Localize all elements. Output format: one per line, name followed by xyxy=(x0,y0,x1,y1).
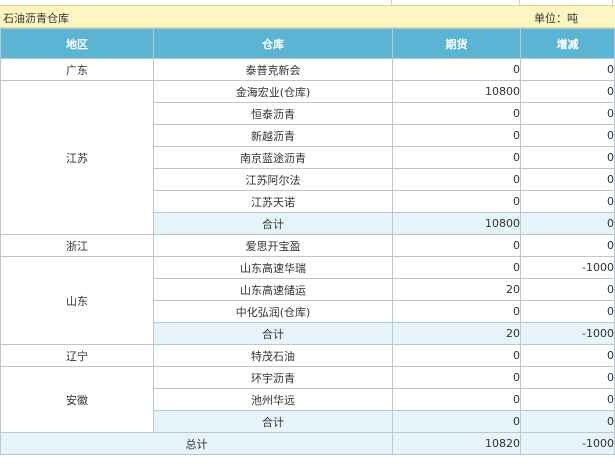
warehouse-cell: 山东高速华瑞 xyxy=(153,256,393,279)
warehouse-cell: 江苏天诺 xyxy=(153,190,393,213)
table-row: 山东 山东高速华瑞 0 -1000 xyxy=(0,256,615,345)
futures-cell: 0 xyxy=(392,256,521,279)
subtotal-label: 合计 xyxy=(153,410,393,433)
change-cell: 0 xyxy=(520,278,615,301)
table-row: 山东高速储运 20 0 xyxy=(1,278,615,301)
warehouse-cell: 山东高速储运 xyxy=(153,278,393,301)
table-row: 辽宁 特茂石油 0 0 xyxy=(0,344,615,367)
subtotal-change: 0 xyxy=(520,410,615,433)
subtotal-label: 合计 xyxy=(153,322,393,345)
change-cell: 0 xyxy=(520,300,615,323)
futures-cell: 0 xyxy=(392,102,521,125)
unit-label: 单位：吨 xyxy=(534,12,578,25)
region-cell: 辽宁 xyxy=(0,344,154,367)
warehouse-cell: 恒泰沥青 xyxy=(153,102,393,125)
subtotal-label: 合计 xyxy=(153,212,393,235)
warehouse-cell: 池州华远 xyxy=(153,388,393,411)
warehouse-cell: 中化弘润(仓库) xyxy=(153,300,393,323)
grand-total-change: -1000 xyxy=(520,432,615,455)
table-row: 江苏 金海宏业(仓库) 10800 0 xyxy=(0,80,615,235)
change-cell: 0 xyxy=(520,388,615,411)
futures-cell: 0 xyxy=(392,234,521,257)
futures-cell: 0 xyxy=(392,190,521,213)
subtotal-change: 0 xyxy=(520,212,615,235)
futures-cell: 0 xyxy=(392,58,521,81)
subtotal-futures: 0 xyxy=(392,410,521,433)
title-bar: 石油沥青仓库 单位：吨 xyxy=(0,5,615,28)
change-cell: 0 xyxy=(520,190,615,213)
subtotal-change: -1000 xyxy=(520,322,615,345)
change-cell: -1000 xyxy=(520,256,615,279)
change-cell: 0 xyxy=(520,344,615,367)
change-cell: 0 xyxy=(520,58,615,81)
change-cell: 0 xyxy=(520,124,615,147)
warehouse-cell: 特茂石油 xyxy=(153,344,393,367)
change-cell: 0 xyxy=(520,80,615,103)
change-cell: 0 xyxy=(520,168,615,191)
change-cell: 0 xyxy=(520,146,615,169)
grand-total-futures: 10820 xyxy=(392,432,521,455)
table-title: 石油沥青仓库 xyxy=(3,12,69,25)
warehouse-cell: 南京蓝途沥青 xyxy=(153,146,393,169)
table-row: 广东 泰普克新会 0 0 xyxy=(0,58,615,81)
warehouse-cell: 爱思开宝盈 xyxy=(153,234,393,257)
futures-cell: 0 xyxy=(392,168,521,191)
header-row: 地区 仓库 期货 增减 xyxy=(0,28,615,59)
futures-cell: 0 xyxy=(392,124,521,147)
change-cell: 0 xyxy=(520,102,615,125)
warehouse-cell: 江苏阿尔法 xyxy=(153,168,393,191)
col-header-region: 地区 xyxy=(0,28,154,59)
col-header-futures: 期货 xyxy=(392,28,521,59)
table-row: 江苏天诺 0 0 xyxy=(1,190,615,213)
warehouse-cell: 环宇沥青 xyxy=(153,366,393,389)
table-row: 安徽 环宇沥青 0 0 xyxy=(0,366,615,433)
grand-total-row: 总计 10820 -1000 xyxy=(0,432,615,455)
region-cell: 广东 xyxy=(0,58,154,81)
change-cell: 0 xyxy=(520,234,615,257)
futures-cell: 10800 xyxy=(392,80,521,103)
subtotal-row: 合计 20 -1000 xyxy=(1,322,615,345)
warehouse-table: 地区 仓库 期货 增减 广东 泰普克新会 0 0 江苏 金海宏业(仓库) 108… xyxy=(0,28,615,455)
region-cell: 江苏 xyxy=(0,80,154,235)
change-cell: 0 xyxy=(520,366,615,389)
warehouse-cell: 新越沥青 xyxy=(153,124,393,147)
subtotal-futures: 20 xyxy=(392,322,521,345)
col-header-warehouse: 仓库 xyxy=(153,28,393,59)
grand-total-label: 总计 xyxy=(0,432,393,455)
region-cell: 山东 xyxy=(0,256,154,345)
region-cell: 浙江 xyxy=(0,234,154,257)
futures-cell: 0 xyxy=(392,366,521,389)
subtotal-futures: 10800 xyxy=(392,212,521,235)
table-row: 浙江 爱思开宝盈 0 0 xyxy=(0,234,615,257)
futures-cell: 0 xyxy=(392,344,521,367)
col-header-change: 增减 xyxy=(520,28,615,59)
warehouse-cell: 金海宏业(仓库) xyxy=(153,80,393,103)
futures-cell: 0 xyxy=(392,300,521,323)
table-row: 中化弘润(仓库) 0 0 xyxy=(1,300,615,323)
futures-cell: 20 xyxy=(392,278,521,301)
futures-cell: 0 xyxy=(392,388,521,411)
top-strip xyxy=(0,0,615,5)
subtotal-row: 合计 10800 0 xyxy=(1,212,615,235)
warehouse-cell: 泰普克新会 xyxy=(153,58,393,81)
table-row: 南京蓝途沥青 0 0 xyxy=(1,146,615,169)
region-cell: 安徽 xyxy=(0,366,154,433)
futures-cell: 0 xyxy=(392,146,521,169)
